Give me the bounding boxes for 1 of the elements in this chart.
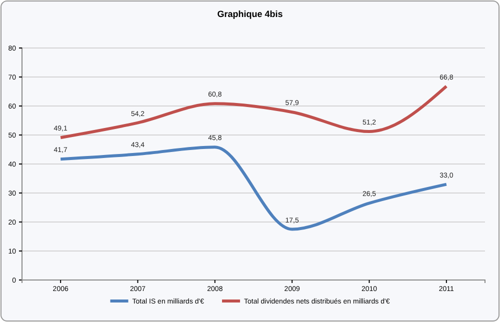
- chart-title: Graphique 4bis: [217, 9, 283, 19]
